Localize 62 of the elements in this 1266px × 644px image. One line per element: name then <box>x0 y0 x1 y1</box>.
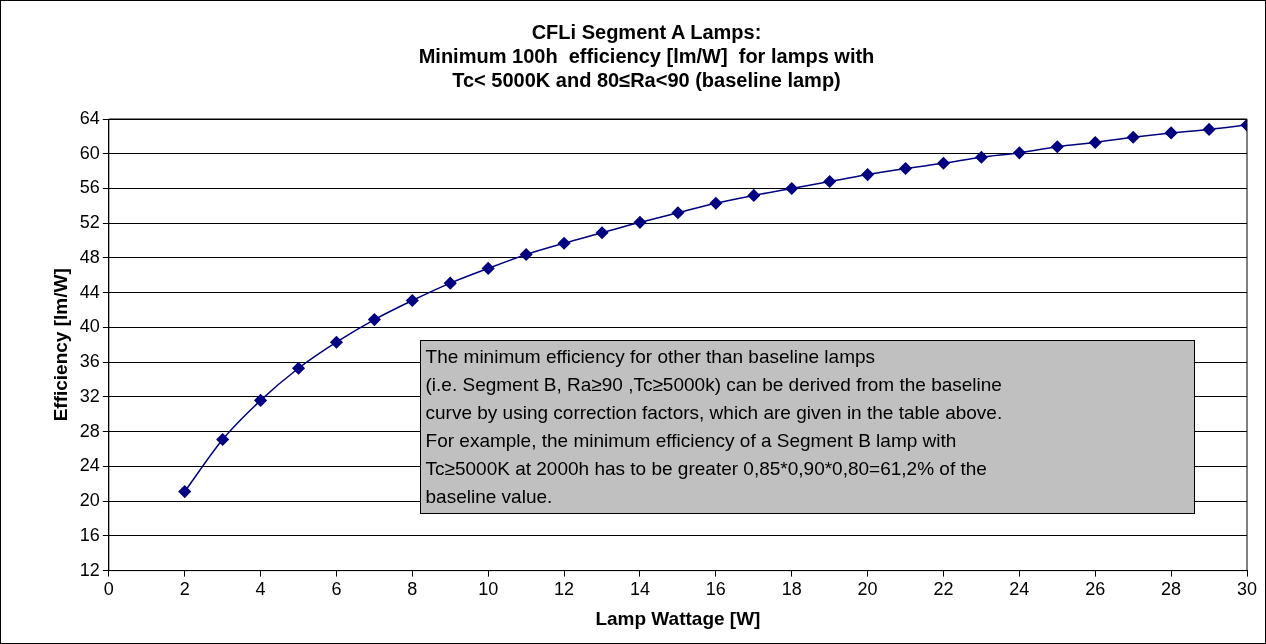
y-tick-label: 20 <box>79 490 100 511</box>
point <box>1202 123 1216 136</box>
y-tick-label: 64 <box>79 107 100 128</box>
point <box>899 162 912 175</box>
x-tick-label: 6 <box>331 579 342 600</box>
x-tick-label: 0 <box>103 579 114 600</box>
point <box>861 168 874 181</box>
point <box>785 182 798 195</box>
x-tick-label: 22 <box>933 579 954 600</box>
point <box>368 313 381 326</box>
x-tick-label: 8 <box>407 579 418 600</box>
y-tick-label: 52 <box>79 212 100 233</box>
x-tick-label: 26 <box>1085 579 1106 600</box>
point <box>444 276 457 290</box>
x-tick-label: 4 <box>255 579 266 600</box>
x-tick-label: 14 <box>629 579 650 600</box>
point <box>481 262 495 275</box>
y-tick-label: 40 <box>79 316 100 337</box>
point <box>254 394 267 407</box>
point <box>1088 136 1102 149</box>
x-tick-label: 2 <box>179 579 190 600</box>
point <box>557 236 571 250</box>
y-tick-label: 36 <box>79 351 100 372</box>
point <box>633 216 647 229</box>
point <box>1013 146 1026 160</box>
point <box>178 485 191 498</box>
point <box>292 362 305 375</box>
point <box>975 150 988 164</box>
y-tick-label: 44 <box>79 281 100 302</box>
y-tick-label: 32 <box>79 385 100 406</box>
point <box>709 196 723 210</box>
point <box>937 157 950 170</box>
point <box>823 175 836 188</box>
chart-title: CFLi Segment A Lamps: Minimum 100h efficiency [lm/W] for lamps with Tc< 5000K and 80≤Ra<90 (baseline lamp) <box>418 20 875 91</box>
y-tick-label: 48 <box>79 246 100 267</box>
y-tick-label: 28 <box>79 420 100 441</box>
y-tick-label: 24 <box>79 455 100 476</box>
x-tick-label: 12 <box>554 579 575 600</box>
y-tick-label: 56 <box>79 177 100 198</box>
x-tick-label: 16 <box>705 579 726 600</box>
point <box>671 206 685 220</box>
point <box>406 294 419 307</box>
y-tick-label: 16 <box>79 524 100 545</box>
y-tick-label: 12 <box>79 559 100 580</box>
x-tick-label: 24 <box>1009 579 1030 600</box>
y-axis-title: Efficiency [lm/W] <box>49 268 71 422</box>
x-tick-label: 10 <box>478 579 499 600</box>
point <box>519 248 533 261</box>
point <box>595 226 609 240</box>
x-tick-label: 20 <box>857 579 878 600</box>
y-tick-label: 60 <box>79 142 100 163</box>
x-tick-label: 18 <box>781 579 802 600</box>
x-tick-label: 28 <box>1161 579 1182 600</box>
x-axis-title: Lamp Wattage [W] <box>595 607 761 629</box>
point <box>1126 130 1140 144</box>
point <box>216 433 229 446</box>
point <box>1051 140 1064 154</box>
x-tick-label: 30 <box>1236 579 1258 600</box>
point <box>1164 126 1178 140</box>
note-box: The minimum efficiency for other than baseline lamps (i.e. Segment B, Ra≥90 ,Tc≥5000k) can be derived from the baseline curve by using correction factors, which are given in the table above. For example, the minimum efficiency of a Segment B lamp with Tc≥5000K at 2000h has to be greater 0,85*0,90*0,80=61,2% of the baseline value. <box>419 340 1195 515</box>
point <box>747 189 761 202</box>
point <box>330 335 343 349</box>
